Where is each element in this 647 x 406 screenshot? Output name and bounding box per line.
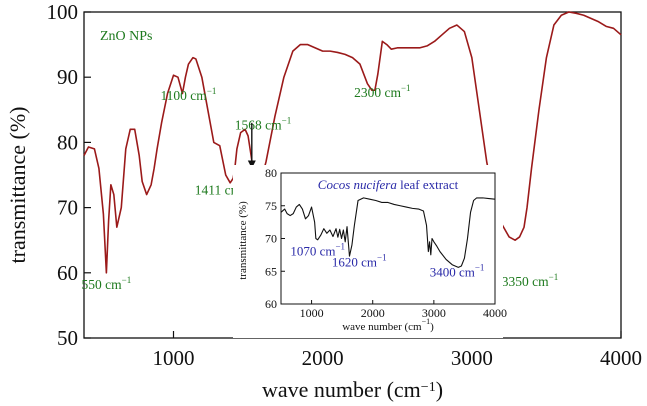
main-x-tick-label: 4000 (600, 346, 642, 370)
main-peak-annotation: 550 cm−1 (82, 275, 132, 292)
inset-x-tick-label: 2000 (361, 306, 385, 320)
inset-x-tick-label: 1000 (300, 306, 324, 320)
inset-y-axis-title: transmittance (%) (237, 201, 249, 280)
main-y-tick-label: 100 (47, 0, 79, 24)
inset-peak-annotation: 1620 cm−1 (332, 253, 387, 270)
main-peak-annotation: 1568 cm−1 (235, 115, 291, 132)
inset-x-tick-label: 3000 (422, 306, 446, 320)
main-x-tick-label: 3000 (451, 346, 493, 370)
main-arrow-head (247, 160, 256, 169)
inset-y-tick-label: 70 (265, 232, 277, 246)
inset-plot: 60 65 70 75 80 1000 2000 3000 4000 wave number (c… (233, 165, 507, 338)
main-y-tick-label: 50 (57, 326, 78, 350)
inset-title-label: Cocos nucifera leaf extract (318, 177, 459, 192)
main-x-tick-label: 2000 (302, 346, 344, 370)
inset-series-line (280, 197, 496, 268)
inset-y-tick-label: 75 (265, 199, 277, 213)
inset-x-tick-label: 4000 (483, 306, 507, 320)
main-y-tick-label: 70 (57, 196, 78, 220)
main-peak-annotation: 3350 cm−1 (502, 272, 558, 289)
inset-y-tick-label: 65 (265, 264, 277, 278)
main-x-axis-title: wave number (cm−1) (262, 377, 443, 402)
main-title-label: ZnO NPs (100, 29, 153, 44)
inset-x-axis-title: wave number (cm−1) (342, 317, 434, 333)
inset-y-tick-label: 60 (265, 297, 277, 311)
main-y-tick-label: 90 (57, 65, 78, 89)
main-y-axis-title: transmittance (%) (5, 107, 30, 264)
main-peak-annotation: 1100 cm−1 (160, 86, 216, 103)
main-y-tick-label: 60 (57, 261, 78, 285)
main-x-tick-label: 1000 (153, 346, 195, 370)
inset-peak-annotation: 1070 cm−1 (290, 242, 345, 259)
inset-y-tick-label: 80 (265, 166, 277, 180)
main-y-tick-label: 80 (57, 130, 78, 154)
main-plot: 50 60 70 80 90 100 1000 2000 3000 4000 wave number… (5, 0, 642, 402)
inset-peak-annotation: 3400 cm−1 (430, 262, 485, 279)
main-peak-annotation: 2300 cm−1 (354, 83, 410, 100)
inset-background (233, 165, 503, 338)
main-series-line (83, 11, 622, 274)
